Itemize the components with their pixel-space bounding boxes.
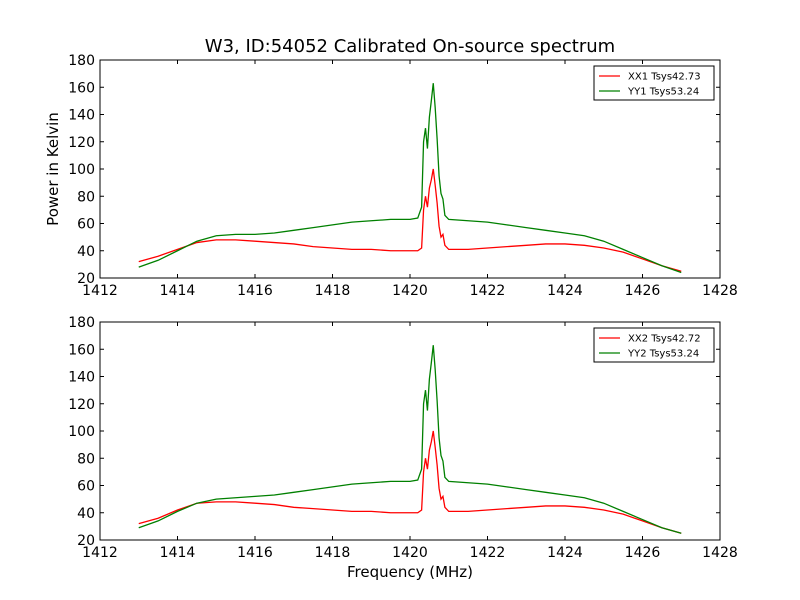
y-tick-label: 160 [68, 342, 95, 358]
y-tick-label: 120 [68, 397, 95, 413]
x-tick-label: 1414 [160, 283, 196, 299]
x-tick-label: 1416 [237, 283, 273, 299]
y-tick-label: 60 [77, 217, 95, 233]
x-tick-label: 1424 [547, 283, 583, 299]
x-tick-label: 1418 [315, 545, 351, 561]
x-tick-label: 1426 [625, 545, 661, 561]
legend-entry: YY2 Tsys53.24 [627, 349, 699, 360]
x-tick-label: 1422 [470, 283, 506, 299]
x-tick-label: 1418 [315, 283, 351, 299]
x-tick-label: 1416 [237, 545, 273, 561]
y-tick-label: 40 [77, 244, 95, 260]
bottom-panel: 1412 1414 1416 1418 1420 1422 1424 1426 1428 20 40… [68, 315, 738, 581]
figure-title: W3, ID:54052 Calibrated On-source spectr… [205, 36, 615, 57]
y-tick-label: 120 [68, 135, 95, 151]
legend-entry: XX1 Tsys42.73 [628, 72, 701, 83]
x-tick-label: 1426 [625, 283, 661, 299]
series-line-1-1 [138, 168, 682, 272]
y-tick-label: 80 [77, 451, 95, 467]
y-tick-label: 180 [68, 53, 95, 69]
x-axis-label: Frequency (MHz) [347, 563, 473, 581]
legend-box [593, 327, 715, 363]
x-tick-label: 1412 [82, 545, 118, 561]
y-tick-label: 100 [68, 424, 95, 440]
series-line-2-2 [138, 345, 682, 534]
y-tick-label: 80 [77, 189, 95, 205]
y-tick-label: 20 [77, 271, 95, 287]
series-line-2-1 [138, 430, 682, 534]
legend-box [593, 65, 715, 101]
x-tick-label: 1412 [82, 283, 118, 299]
x-tick-label: 1428 [702, 545, 738, 561]
y-tick-label: 100 [68, 162, 95, 178]
y-tick-label: 140 [68, 108, 95, 124]
y-axis-label: Power in Kelvin [44, 112, 62, 226]
x-tick-label: 1422 [470, 545, 506, 561]
y-tick-label: 40 [77, 506, 95, 522]
x-tick-label: 1424 [547, 545, 583, 561]
x-tick-label: 1420 [392, 545, 428, 561]
legend: XX2 Tsys42.72 YY2 Tsys53.24 [593, 327, 715, 363]
x-tick-label: 1428 [702, 283, 738, 299]
legend-entry: YY1 Tsys53.24 [627, 87, 699, 98]
y-tick-label: 20 [77, 533, 95, 549]
legend: XX1 Tsys42.73 YY1 Tsys53.24 [593, 65, 715, 101]
y-tick-label: 160 [68, 80, 95, 96]
y-tick-label: 180 [68, 315, 95, 331]
x-tick-label: 1420 [392, 283, 428, 299]
x-tick-label: 1414 [160, 545, 196, 561]
legend-entry: XX2 Tsys42.72 [628, 334, 701, 345]
y-tick-label: 140 [68, 370, 95, 386]
series-line-1-2 [138, 83, 682, 274]
top-panel: 1412 1414 1416 1418 1420 1422 1424 1426 1428 20 40… [44, 53, 738, 299]
y-tick-label: 60 [77, 479, 95, 495]
